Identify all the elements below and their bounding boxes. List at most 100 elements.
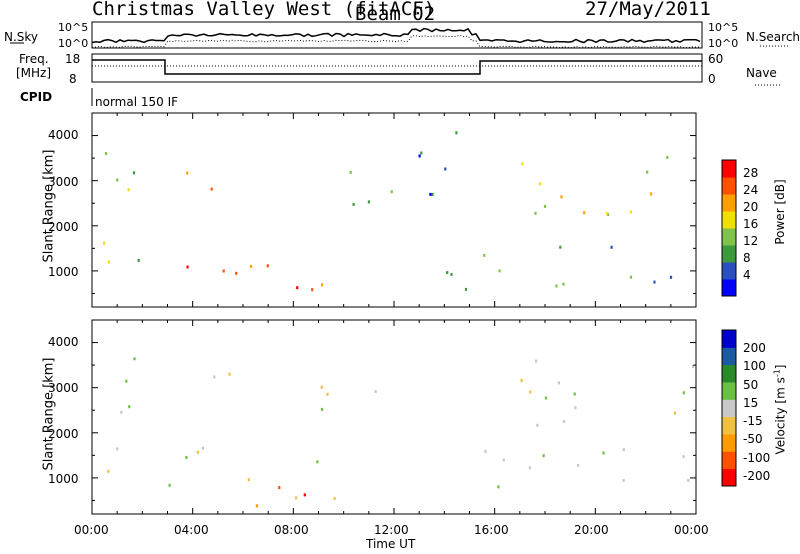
power-cell — [446, 271, 449, 275]
velocity-heatmap — [107, 357, 695, 508]
nave-tick-low: 0 — [708, 72, 716, 86]
power-cb-tick-24: 24 — [743, 183, 759, 197]
xtick-2: 08:00 — [274, 523, 309, 537]
xtick-4: 16:00 — [474, 523, 509, 537]
power-cell — [629, 275, 633, 279]
power-cell — [320, 283, 324, 287]
velocity-ytick-1000: 1000 — [48, 472, 79, 486]
cpid-label: CPID — [20, 90, 53, 104]
power-cell — [418, 154, 421, 158]
cpid-value: normal 150 IF — [95, 95, 179, 109]
nsky-tick-low: 10^0 — [58, 37, 89, 50]
velocity-colorbar-frame — [721, 329, 737, 487]
velocity-cell — [228, 372, 231, 376]
power-colorbar-swatch — [722, 160, 736, 178]
velocity-cell — [497, 485, 500, 489]
velocity-cell — [574, 406, 577, 410]
power-cell — [250, 264, 253, 268]
power-colorbar-swatch — [722, 228, 736, 246]
velocity-colorbar-swatch — [722, 382, 736, 400]
power-cell — [562, 282, 565, 286]
power-ytick-1000: 1000 — [48, 265, 79, 279]
power-colorbar-swatch — [722, 194, 736, 212]
freq-tick-low: 8 — [69, 72, 77, 86]
velocity-cell — [562, 420, 565, 424]
power-cell — [296, 286, 299, 290]
freq-panel-frame — [91, 53, 703, 83]
velocity-cell — [484, 449, 487, 453]
power-cell — [560, 195, 563, 199]
vel-cb-tick-15: 15 — [743, 396, 759, 410]
velocity-cell — [326, 392, 329, 396]
velocity-cell — [520, 379, 523, 382]
velocity-colorbar-swatch — [722, 330, 736, 348]
power-cell — [534, 211, 537, 215]
velocity-cell — [213, 375, 216, 379]
velocity-cell — [544, 396, 547, 400]
velocity-cell — [535, 359, 538, 363]
velocity-cell — [622, 448, 625, 452]
velocity-ytick-2000: 2000 — [48, 427, 79, 441]
power-cb-tick-4: 4 — [743, 268, 751, 282]
velocity-colorbar — [721, 329, 737, 487]
power-cell — [266, 264, 269, 268]
velocity-cell — [320, 407, 324, 411]
velocity-cell — [687, 479, 690, 482]
freq-line — [92, 59, 702, 75]
velocity-cell — [128, 405, 131, 409]
power-cell — [666, 155, 669, 159]
velocity-cell — [316, 460, 319, 464]
power-cell — [116, 178, 119, 182]
velocity-cell — [557, 381, 560, 385]
velocity-cell — [125, 379, 128, 383]
power-cell — [420, 151, 423, 155]
power-colorbar-swatch — [722, 177, 736, 195]
nsearch-tick-high: 10^5 — [708, 21, 739, 34]
power-cb-tick-12: 12 — [743, 234, 759, 248]
power-cell — [653, 280, 656, 284]
velocity-cell — [577, 463, 580, 467]
velocity-panel-frame — [91, 319, 697, 515]
nsky-line — [91, 27, 701, 44]
power-cell — [498, 269, 501, 273]
power-cell — [210, 187, 213, 191]
vel-cb-tick-100: 100 — [743, 359, 766, 373]
velocity-cell — [247, 478, 250, 482]
vel-cb-tick-m100: -100 — [743, 451, 771, 465]
power-cell — [610, 245, 613, 249]
nave-tick-high: 60 — [708, 52, 724, 66]
velocity-cell — [133, 357, 136, 361]
power-cb-tick-20: 20 — [743, 200, 759, 214]
velocity-colorbar-swatch — [722, 434, 736, 452]
velocity-cell — [107, 469, 110, 473]
velocity-cell — [255, 504, 258, 508]
velocity-cell — [502, 458, 505, 462]
power-cell — [450, 272, 453, 276]
velocity-cell — [278, 486, 281, 490]
velocity-cell — [168, 483, 171, 487]
power-colorbar-frame — [721, 159, 737, 297]
velocity-cell — [673, 411, 677, 415]
velocity-colorbar-swatch — [722, 399, 736, 418]
velocity-cell — [185, 455, 188, 459]
xtick-5: 20:00 — [574, 523, 609, 537]
nave-label: Nave — [746, 66, 777, 80]
velocity-ytick-4000: 4000 — [48, 335, 79, 349]
velocity-cell — [529, 390, 532, 394]
power-cell — [367, 200, 370, 204]
velocity-cell — [602, 451, 605, 455]
power-ytick-2000: 2000 — [48, 220, 79, 234]
velocity-ytick-3000: 3000 — [48, 381, 79, 395]
power-cell — [352, 202, 355, 206]
power-cell — [646, 170, 649, 174]
power-cell — [429, 192, 432, 196]
power-cell — [104, 152, 108, 155]
power-cell — [521, 162, 524, 166]
power-colorbar-swatch — [722, 211, 736, 229]
power-cell — [650, 192, 653, 196]
power-cell — [222, 269, 225, 273]
power-cell — [669, 275, 673, 279]
velocity-cell — [573, 392, 576, 396]
power-cell — [539, 182, 542, 186]
